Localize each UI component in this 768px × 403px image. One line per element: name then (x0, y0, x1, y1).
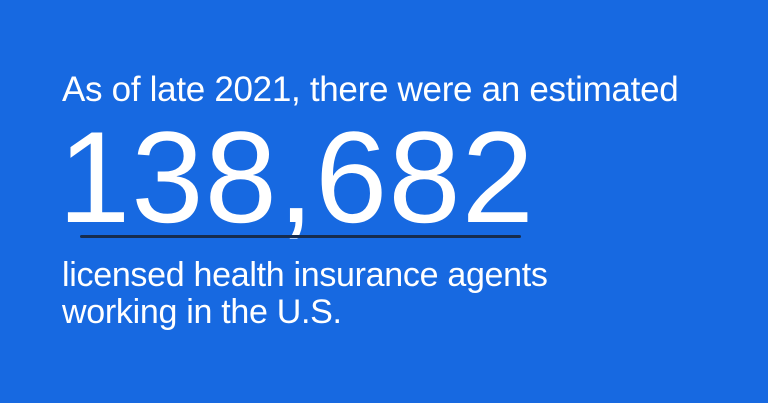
figure-underline (80, 235, 521, 238)
headline-figure: 138,682 (58, 104, 535, 250)
description-line-2: working in the U.S. (62, 293, 342, 331)
description-line-1: licensed health insurance agents (62, 256, 548, 294)
intro-text: As of late 2021, there were an estimated (62, 70, 679, 109)
